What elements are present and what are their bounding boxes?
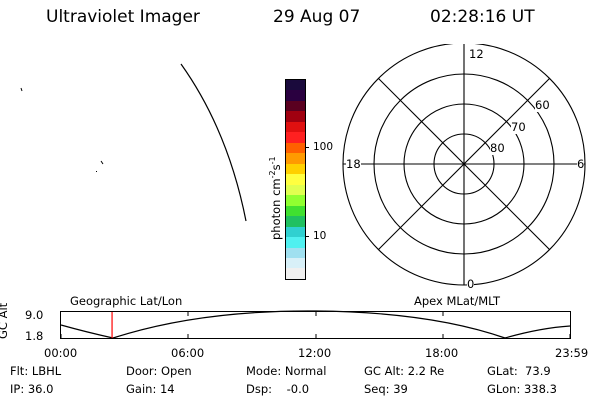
colorbar-segment <box>286 142 305 154</box>
colorbar-unit-label: photon cm-2s-1 <box>268 156 283 240</box>
timeline-xtick-1200: 12:00 <box>298 346 332 360</box>
timeline-left-label: Geographic Lat/Lon <box>70 294 183 308</box>
colorbar-segment <box>286 163 305 175</box>
timeline-xtick-0600: 06:00 <box>171 346 205 360</box>
colorbar-tick <box>305 236 309 237</box>
timeline-xtick-2359: 23:59 <box>555 346 589 360</box>
colorbar-segment <box>286 132 305 143</box>
colorbar-segment <box>286 195 305 206</box>
status-mode: Mode: Normal <box>246 364 327 378</box>
timeline-right-label: Apex MLat/MLT <box>414 294 501 308</box>
timeline-xtick-1800: 18:00 <box>425 346 459 360</box>
polar-label-lat70: 70 <box>511 120 526 134</box>
colorbar-segment <box>286 153 305 164</box>
polar-diagonal <box>378 78 550 250</box>
colorbar-segment <box>286 100 305 112</box>
colorbar-segment <box>286 237 305 248</box>
status-door: Door: Open <box>126 364 192 378</box>
status-gain: Gain: 14 <box>126 382 175 396</box>
time-label: 02:28:16 UT <box>430 7 535 27</box>
status-flt: Flt: LBHL <box>10 364 62 378</box>
status-glat: GLat: 73.9 <box>487 364 551 378</box>
colorbar-segment <box>286 268 305 279</box>
colorbar-segment <box>286 226 305 238</box>
colorbar <box>285 79 306 280</box>
status-ip: IP: 36.0 <box>10 382 54 396</box>
status-dsp: Dsp: -0.0 <box>246 382 310 396</box>
colorbar-segment <box>286 247 305 258</box>
colorbar-segment <box>286 205 305 217</box>
speck <box>96 171 97 172</box>
polar-label-dawn: 6 <box>577 157 585 171</box>
colorbar-segment <box>286 257 305 269</box>
polar-plot <box>342 44 586 286</box>
colorbar-segment <box>286 216 305 227</box>
polar-label-lat60: 60 <box>535 98 550 112</box>
image-panel <box>20 63 247 222</box>
app-title: Ultraviolet Imager <box>46 7 200 27</box>
colorbar-tick-10: 10 <box>313 230 327 242</box>
timeline-plot <box>60 310 571 339</box>
polar-label-dusk: 18 <box>346 157 361 171</box>
colorbar-segment <box>286 184 305 196</box>
status-gc-alt: GC Alt: 2.2 Re <box>364 364 445 378</box>
timeline-ytick-max: 9.0 <box>25 308 44 322</box>
altitude-curve <box>60 310 571 339</box>
colorbar-segment <box>286 90 305 101</box>
colorbar-segment <box>286 80 305 91</box>
colorbar-tick <box>305 147 309 148</box>
polar-label-lat80: 80 <box>490 141 505 155</box>
polar-label-noon: 12 <box>469 47 484 61</box>
colorbar-segment <box>286 174 305 185</box>
date-label: 29 Aug 07 <box>273 7 361 27</box>
status-seq: Seq: 39 <box>364 382 408 396</box>
colorbar-tick-100: 100 <box>313 141 334 153</box>
timeline-xtick-0000: 00:00 <box>44 346 78 360</box>
speck <box>20 87 23 92</box>
earth-limb-arc <box>180 63 247 222</box>
colorbar-segment <box>286 111 305 122</box>
status-glon: GLon: 338.3 <box>487 382 557 396</box>
timeline-xticks <box>60 312 571 339</box>
polar-label-midnight: 0 <box>467 277 475 291</box>
timeline-ytick-min: 1.8 <box>25 329 44 343</box>
speck <box>100 160 104 165</box>
colorbar-segment <box>286 121 305 133</box>
